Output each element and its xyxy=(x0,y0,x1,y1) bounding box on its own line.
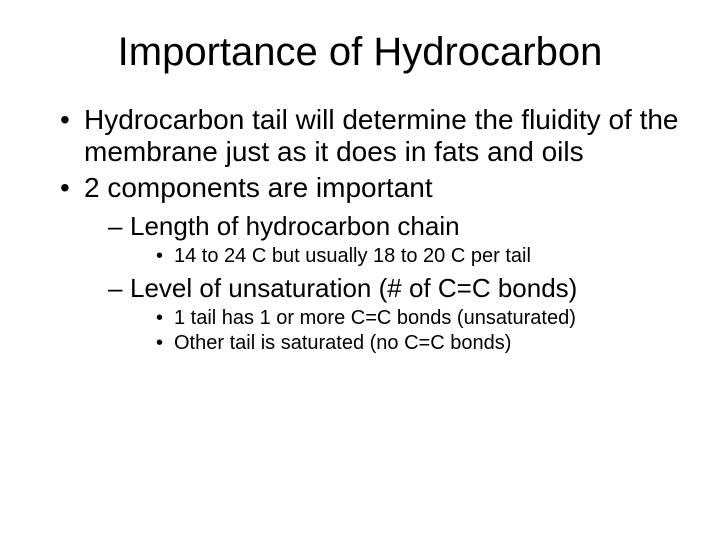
bullet-text: Level of unsaturation (# of C=C bonds) xyxy=(130,273,577,303)
bullet-text: 1 tail has 1 or more C=C bonds (unsatura… xyxy=(174,307,576,329)
bullet-item: Hydrocarbon tail will determine the flui… xyxy=(60,104,680,168)
bullet-item: 2 components are important Length of hyd… xyxy=(60,172,680,356)
bullet-item: Other tail is saturated (no C=C bonds) xyxy=(156,331,680,356)
bullet-list-level3: 14 to 24 C but usually 18 to 20 C per ta… xyxy=(130,244,680,269)
bullet-text: 2 components are important xyxy=(84,172,433,203)
bullet-list-level2: Length of hydrocarbon chain 14 to 24 C b… xyxy=(84,211,680,356)
bullet-list-level1: Hydrocarbon tail will determine the flui… xyxy=(40,104,680,356)
bullet-item: 14 to 24 C but usually 18 to 20 C per ta… xyxy=(156,244,680,269)
bullet-text: Other tail is saturated (no C=C bonds) xyxy=(174,332,511,354)
bullet-item: Length of hydrocarbon chain 14 to 24 C b… xyxy=(108,211,680,269)
bullet-text: 14 to 24 C but usually 18 to 20 C per ta… xyxy=(174,245,531,267)
bullet-item: Level of unsaturation (# of C=C bonds) 1… xyxy=(108,273,680,356)
bullet-text: Length of hydrocarbon chain xyxy=(130,211,460,241)
bullet-text: Hydrocarbon tail will determine the flui… xyxy=(84,104,679,167)
bullet-list-level3: 1 tail has 1 or more C=C bonds (unsatura… xyxy=(130,306,680,356)
bullet-item: 1 tail has 1 or more C=C bonds (unsatura… xyxy=(156,306,680,331)
slide-title: Importance of Hydrocarbon xyxy=(40,30,680,74)
slide: Importance of Hydrocarbon Hydrocarbon ta… xyxy=(0,0,720,540)
